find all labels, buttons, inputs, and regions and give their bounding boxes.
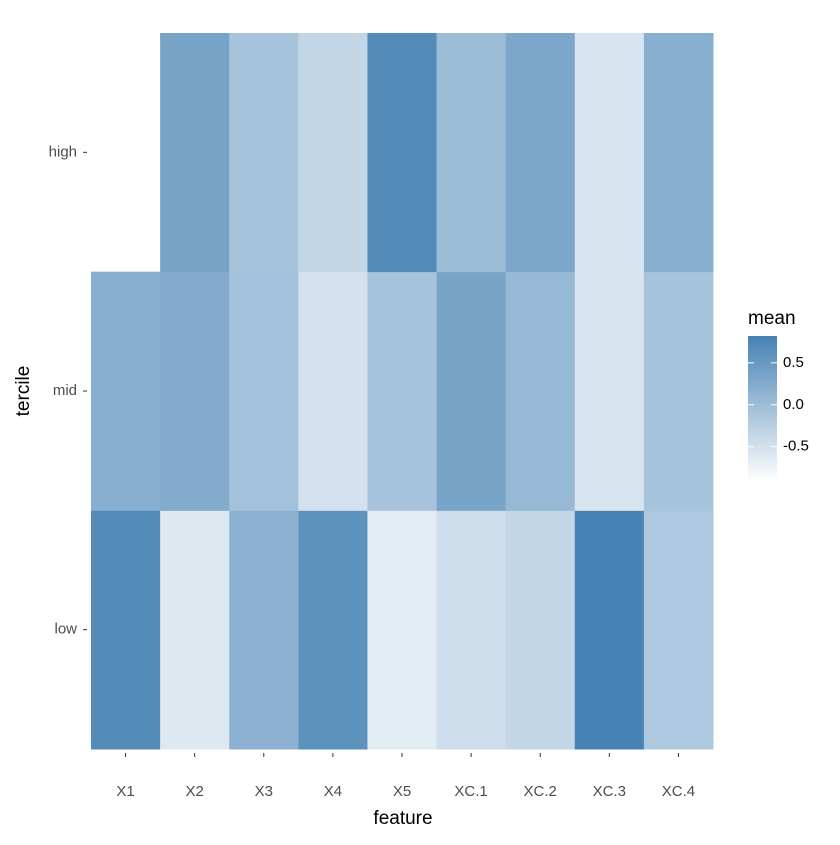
cell — [505, 33, 576, 273]
cell — [643, 271, 714, 511]
cell — [574, 33, 645, 273]
x-tick-label: X2 — [185, 783, 203, 800]
cell — [505, 271, 576, 511]
x-tick-label: XC.3 — [593, 783, 626, 800]
x-tick-label: X4 — [324, 783, 342, 800]
x-tick-label: X5 — [393, 783, 411, 800]
colorbar-label: 0.5 — [783, 354, 804, 371]
colorbar-label: 0.0 — [783, 396, 804, 413]
cell — [91, 271, 161, 511]
y-tick-label: mid — [53, 382, 77, 399]
cell — [367, 271, 438, 511]
cell — [367, 33, 438, 273]
x-tick-label: XC.2 — [524, 783, 557, 800]
x-tick-label: X3 — [255, 783, 273, 800]
y-tick-label: low — [54, 621, 77, 638]
cell — [160, 510, 230, 750]
cell — [91, 510, 161, 750]
cell — [298, 33, 368, 273]
legend-title: mean — [748, 308, 796, 329]
cell — [367, 510, 438, 750]
y-axis-title: tercile — [13, 366, 34, 417]
cell — [643, 510, 714, 750]
cell — [574, 271, 645, 511]
cell — [160, 33, 230, 273]
cell — [436, 271, 507, 511]
x-axis-title: feature — [373, 808, 432, 829]
cell — [643, 33, 714, 273]
cell — [436, 510, 507, 750]
cell — [298, 271, 368, 511]
cell — [229, 33, 299, 273]
x-tick-label: XC.1 — [454, 783, 487, 800]
cell — [574, 510, 645, 750]
cell — [436, 33, 507, 273]
cell — [160, 271, 230, 511]
cell — [505, 510, 576, 750]
cell — [298, 510, 368, 750]
colorbar-label: -0.5 — [783, 438, 809, 455]
y-tick-label: high — [49, 143, 77, 160]
cell — [229, 510, 299, 750]
x-tick-label: XC.4 — [662, 783, 695, 800]
cell — [229, 271, 299, 511]
colorbar — [748, 336, 777, 482]
x-tick-label: X1 — [116, 783, 134, 800]
